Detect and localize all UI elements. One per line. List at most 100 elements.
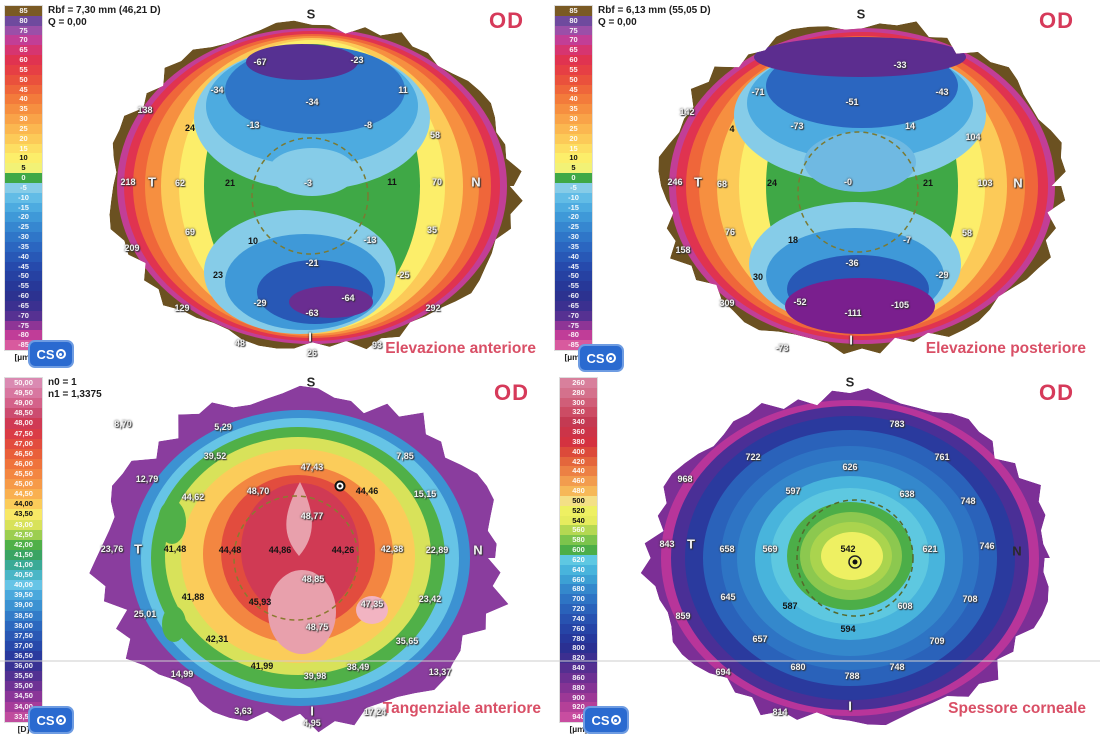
scale-step: -40 bbox=[5, 251, 42, 262]
map-labels-layer: S -67 -23 -34 -34 11 138 24 -13 -8 58 218 T 62 21 -3 11 7… bbox=[0, 0, 550, 371]
map-value-label: -43 bbox=[935, 87, 949, 97]
scale-step: 540 bbox=[560, 515, 597, 526]
scale-step: 60 bbox=[555, 55, 592, 65]
map-value-label: 44,86 bbox=[268, 545, 292, 555]
scale-step: 85 bbox=[5, 6, 42, 16]
map-value-label: 748 bbox=[960, 496, 976, 506]
map-value-label: 694 bbox=[715, 667, 731, 677]
map-value-label: 76 bbox=[724, 227, 736, 237]
topography-map-pachymetry bbox=[640, 388, 1050, 726]
map-value-label: -23 bbox=[350, 55, 364, 65]
map-value-label: -52 bbox=[793, 297, 807, 307]
scale-step: -35 bbox=[555, 241, 592, 252]
scale-step: 44,00 bbox=[5, 499, 42, 510]
scale-step: 35,50 bbox=[5, 671, 42, 682]
map-value-label: 11 bbox=[387, 177, 397, 187]
map-value-label: 24 bbox=[766, 178, 778, 188]
direction-marker: I bbox=[310, 703, 314, 719]
scale-step: 40,50 bbox=[5, 570, 42, 581]
scale-step: 55 bbox=[5, 64, 42, 75]
scale-step: 50,00 bbox=[5, 378, 42, 389]
scale-step: 75 bbox=[555, 25, 592, 36]
map-value-label: 542 bbox=[840, 544, 856, 554]
map-value-label: -13 bbox=[363, 235, 377, 245]
map-header: Rbf = 6,13 mm (55,05 D) Q = 0,00 bbox=[598, 5, 711, 29]
map-value-label: 42,38 bbox=[380, 544, 404, 554]
scale-step: 420 bbox=[560, 456, 597, 467]
scale-step: 43,00 bbox=[5, 519, 42, 530]
scale-step: -10 bbox=[5, 192, 42, 203]
scale-step: -70 bbox=[5, 310, 42, 321]
scale-step: 360 bbox=[560, 427, 597, 437]
eye-icon bbox=[55, 349, 66, 359]
map-value-label: 7,85 bbox=[396, 451, 414, 461]
scale-step: 37,50 bbox=[5, 630, 42, 641]
map-value-label: -73 bbox=[790, 121, 804, 131]
scale-step: -65 bbox=[5, 300, 42, 311]
scale-step: 35 bbox=[5, 104, 42, 115]
map-value-label: -3 bbox=[303, 178, 313, 188]
map-value-label: 680 bbox=[790, 662, 806, 672]
map-value-label: 129 bbox=[174, 303, 190, 313]
map-value-label: 658 bbox=[719, 544, 735, 554]
scale-step: 65 bbox=[5, 45, 42, 56]
map-value-label: 246 bbox=[667, 177, 683, 187]
map-value-label: 58 bbox=[961, 228, 973, 238]
scale-step: 600 bbox=[560, 545, 597, 555]
scale-step: 30 bbox=[5, 114, 42, 124]
map-value-label: -64 bbox=[341, 293, 355, 303]
scale-step: -5 bbox=[5, 182, 42, 193]
scale-step: 39,50 bbox=[5, 590, 42, 601]
map-value-label: 44,62 bbox=[181, 492, 205, 502]
eye-label-od: OD bbox=[1039, 8, 1074, 33]
map-value-label: 26 bbox=[306, 348, 318, 358]
map-value-label: 722 bbox=[745, 452, 761, 462]
scale-step: 0 bbox=[5, 173, 42, 183]
map-value-label: 24 bbox=[184, 123, 196, 133]
scale-step: -60 bbox=[555, 291, 592, 301]
scale-step: 300 bbox=[560, 397, 597, 408]
map-value-label: 39,52 bbox=[203, 451, 227, 461]
map-value-label: -29 bbox=[253, 298, 267, 308]
scale-step: 45,00 bbox=[5, 479, 42, 490]
cso-logo: CS bbox=[578, 344, 624, 372]
cso-logo-text: CS bbox=[586, 350, 605, 366]
scale-step: 720 bbox=[560, 604, 597, 614]
map-value-label: 10 bbox=[247, 236, 259, 246]
map-value-label: -33 bbox=[893, 60, 907, 70]
map-value-label: 41,48 bbox=[163, 544, 187, 554]
map-value-label: 48 bbox=[234, 338, 246, 348]
map-value-label: 4 bbox=[729, 124, 735, 134]
map-value-label: 21 bbox=[224, 178, 236, 188]
scale-step: 900 bbox=[560, 692, 597, 703]
scale-step: 80 bbox=[5, 15, 42, 26]
scale-step: -15 bbox=[5, 202, 42, 213]
scale-step: 33,50 bbox=[5, 711, 42, 722]
scale-step: 85 bbox=[555, 6, 592, 16]
map-value-label: 968 bbox=[677, 474, 693, 484]
map-value-label: 746 bbox=[979, 541, 995, 551]
map-value-label: 13,37 bbox=[428, 667, 452, 677]
scale-step: -30 bbox=[5, 232, 42, 242]
map-labels-layer: S 8,70 5,29 7,85 39,52 12,79 44,62 48,70 47,43 44… bbox=[0, 372, 555, 743]
map-header: Rbf = 7,30 mm (46,21 D) Q = 0,00 bbox=[48, 5, 161, 29]
map-value-label: 587 bbox=[782, 601, 798, 611]
scale-step: 780 bbox=[560, 633, 597, 644]
scale-step: 30 bbox=[555, 114, 592, 124]
map-value-label: -29 bbox=[935, 270, 949, 280]
scale-step: 680 bbox=[560, 584, 597, 595]
eye-icon bbox=[55, 715, 66, 725]
scale-step: 49,50 bbox=[5, 388, 42, 399]
map-value-label: 68 bbox=[716, 179, 728, 189]
scale-step: -65 bbox=[555, 300, 592, 311]
map-value-label: 62 bbox=[174, 178, 186, 188]
map-value-label: 70 bbox=[431, 177, 443, 187]
scale-step: 34,00 bbox=[5, 701, 42, 712]
map-value-label: 597 bbox=[785, 486, 801, 496]
scale-step: 36,50 bbox=[5, 650, 42, 662]
map-value-label: 14 bbox=[904, 121, 916, 131]
cso-logo: CS bbox=[28, 340, 74, 368]
map-value-label: 41,88 bbox=[181, 592, 205, 602]
scale-step: 36,00 bbox=[5, 661, 42, 672]
scale-step: 50 bbox=[555, 74, 592, 85]
